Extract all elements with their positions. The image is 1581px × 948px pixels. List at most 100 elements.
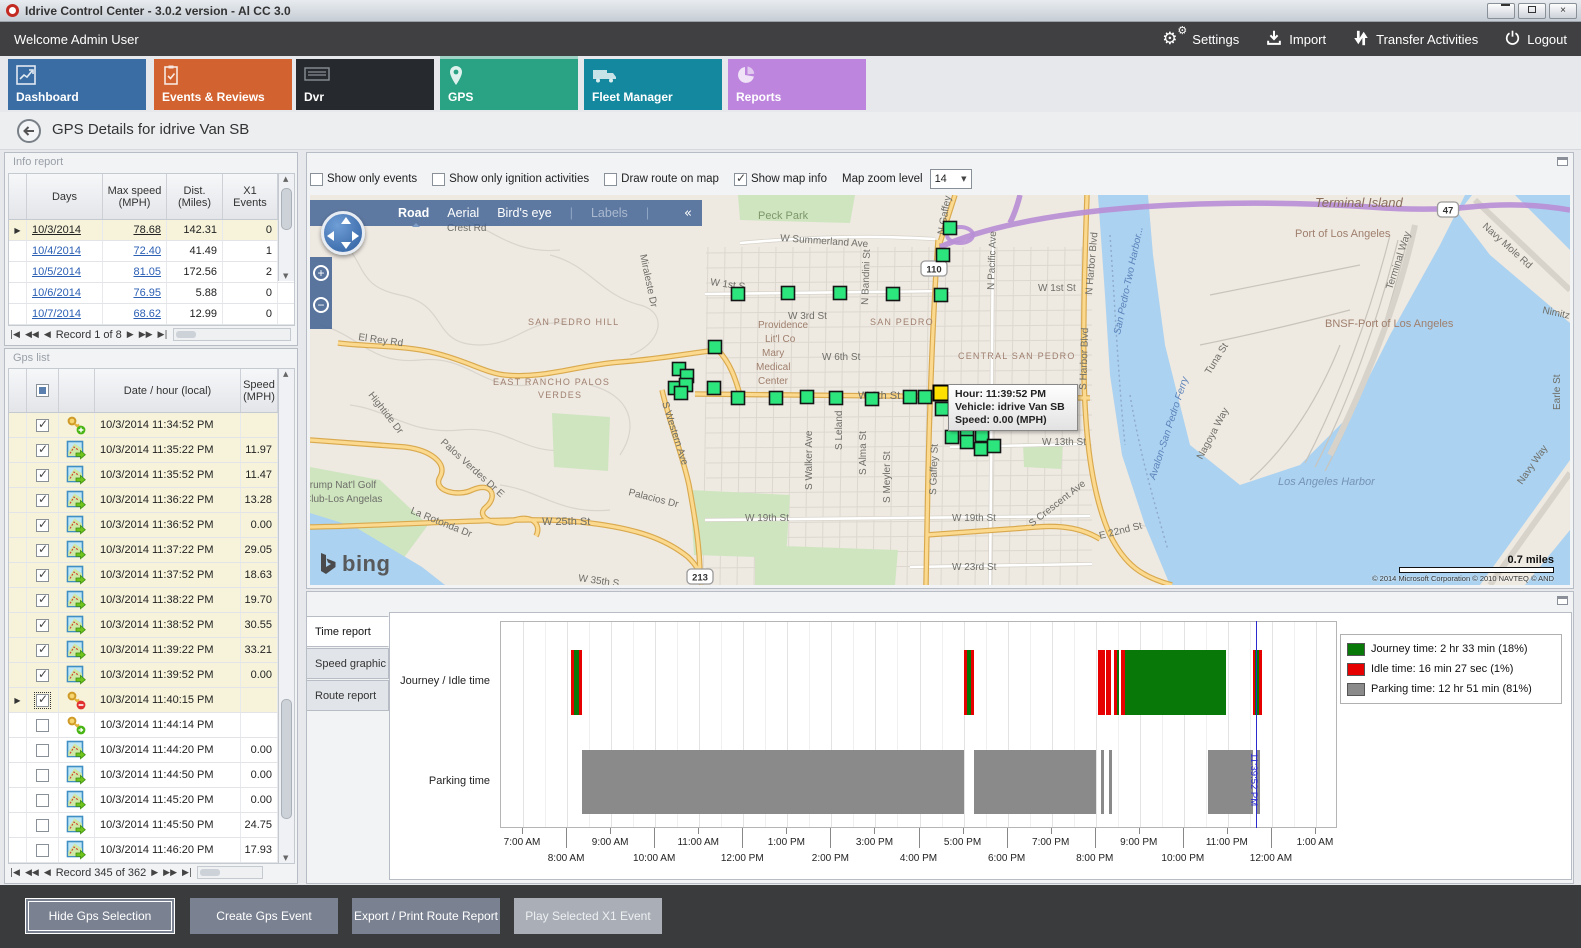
tab-time-report[interactable]: Time report — [306, 616, 389, 647]
gps-marker[interactable] — [707, 339, 723, 355]
col-datetime[interactable]: Date / hour (local) — [95, 369, 241, 412]
max-speed-link[interactable]: 81.05 — [133, 266, 161, 278]
gps-list-row[interactable]: 10/3/2014 11:36:52 PM0.00 — [9, 513, 294, 538]
gps-row-checkbox[interactable] — [36, 718, 49, 732]
gps-marker[interactable] — [933, 287, 949, 303]
tab-fleet-manager[interactable]: Fleet Manager — [584, 59, 722, 110]
gps-list-row[interactable]: 10/3/2014 11:44:20 PM 0.00 — [9, 738, 294, 763]
tab-route-report[interactable]: Route report — [306, 680, 389, 711]
gps-marker[interactable] — [768, 390, 784, 406]
select-all-checkbox[interactable] — [36, 384, 49, 397]
gps-list-row[interactable]: 10/3/2014 11:45:50 PM 24.75 — [9, 813, 294, 838]
opt-draw-route[interactable]: Draw route on map — [604, 172, 719, 186]
map-nav-aerial[interactable]: Aerial — [447, 206, 480, 220]
map-restore-icon[interactable] — [1557, 157, 1568, 166]
gps-marker[interactable] — [673, 385, 689, 401]
gps-row-checkbox[interactable] — [36, 517, 49, 532]
gps-marker[interactable] — [730, 286, 746, 302]
gps-marker[interactable] — [935, 247, 951, 263]
gps-row-checkbox[interactable] — [36, 417, 49, 432]
tab-dvr[interactable]: Dvr — [296, 59, 434, 110]
gps-list-row[interactable]: 10/3/2014 11:44:14 PM — [9, 713, 294, 738]
gps-marker[interactable] — [832, 285, 848, 301]
tab-speed-graphic[interactable]: Speed graphic — [306, 648, 389, 679]
gps-list-row[interactable]: 10/3/2014 11:46:20 PM 17.93 — [9, 838, 294, 863]
minimize-button[interactable] — [1487, 3, 1515, 19]
info-report-row[interactable]: 10/4/2014 72.40 41.49 1 — [9, 241, 294, 262]
info-report-row[interactable]: 10/5/2014 81.05 172.56 2 — [9, 262, 294, 283]
gps-row-checkbox[interactable] — [36, 567, 49, 582]
map-nav-labels[interactable]: Labels — [590, 206, 628, 220]
tab-gps[interactable]: GPS — [440, 56, 578, 110]
gps-list-row[interactable]: ▶10/3/2014 11:40:15 PM — [9, 688, 294, 713]
opt-show-only-events[interactable]: Show only events — [310, 172, 417, 186]
back-button[interactable] — [16, 118, 42, 144]
gps-list-row[interactable]: 10/3/2014 11:44:50 PM 0.00 — [9, 763, 294, 788]
gps-row-checkbox[interactable] — [36, 467, 49, 482]
gps-marker[interactable] — [799, 389, 815, 405]
info-hscrollbar[interactable] — [172, 328, 291, 341]
map-zoom-dropdown[interactable]: 14 ▼ — [929, 169, 972, 189]
gps-row-checkbox[interactable] — [36, 667, 49, 682]
opt-show-map-info[interactable]: Show map info — [733, 171, 827, 186]
gps-marker[interactable] — [934, 401, 950, 417]
gps-row-checkbox[interactable] — [34, 691, 51, 709]
col-speed[interactable]: Speed (MPH) — [241, 369, 278, 412]
gps-marker[interactable] — [828, 390, 844, 406]
max-speed-link[interactable]: 76.95 — [133, 287, 161, 299]
day-link[interactable]: 10/5/2014 — [32, 266, 81, 278]
play-selected-x1-event-button[interactable]: Play Selected X1 Event — [514, 898, 662, 934]
gps-hscrollbar[interactable] — [196, 866, 263, 879]
create-gps-event-button[interactable]: Create Gps Event — [190, 898, 338, 934]
col-dist[interactable]: Dist. (Miles) — [167, 174, 223, 219]
gps-marker[interactable] — [780, 285, 796, 301]
gps-row-checkbox[interactable] — [36, 743, 49, 757]
gps-row-checkbox[interactable] — [36, 592, 49, 607]
gps-list-row[interactable]: 10/3/2014 11:45:20 PM 0.00 — [9, 788, 294, 813]
gps-marker[interactable] — [902, 389, 918, 405]
max-speed-link[interactable]: 68.62 — [133, 308, 161, 320]
gps-row-checkbox[interactable] — [36, 492, 49, 507]
gps-marker[interactable] — [973, 441, 989, 457]
gps-row-checkbox[interactable] — [36, 617, 49, 632]
tab-reports[interactable]: Reports — [728, 59, 866, 110]
logout-button[interactable]: Logout — [1504, 29, 1567, 49]
tab-dashboard[interactable]: Dashboard — [8, 59, 146, 110]
info-report-row[interactable]: 10/7/2014 68.62 12.99 0 — [9, 304, 294, 325]
gps-list-row[interactable]: 10/3/2014 11:39:52 PM0.00 — [9, 663, 294, 688]
chart-restore-icon[interactable] — [1557, 596, 1568, 605]
gps-row-checkbox[interactable] — [36, 542, 49, 557]
map[interactable]: Crest Rd Miraleste Dr SAN PEDRO HILL EAST R… — [310, 195, 1570, 585]
info-scrollbar[interactable]: ▲ ▼ — [278, 174, 294, 281]
day-link[interactable]: 10/3/2014 — [32, 224, 81, 236]
opt-show-only-ignition[interactable]: Show only ignition activities — [432, 172, 589, 186]
map-pan-control[interactable] — [321, 211, 365, 255]
map-zoom-in-button[interactable]: + — [313, 265, 329, 281]
import-button[interactable]: Import — [1265, 29, 1326, 50]
gps-row-checkbox[interactable] — [36, 793, 49, 807]
gps-marker[interactable] — [917, 389, 933, 405]
gps-marker[interactable] — [730, 390, 746, 406]
export-print-route-report-button[interactable]: Export / Print Route Report — [352, 898, 500, 934]
select-all-cell[interactable] — [27, 369, 59, 412]
info-report-row[interactable]: ▶ 10/3/2014 78.68 142.31 0 — [9, 220, 294, 241]
day-link[interactable]: 10/7/2014 — [32, 308, 81, 320]
col-max-speed[interactable]: Max speed (MPH) — [103, 174, 167, 219]
transfer-activities-button[interactable]: Transfer Activities — [1352, 29, 1478, 50]
day-link[interactable]: 10/4/2014 — [32, 245, 81, 257]
close-button[interactable]: × — [1549, 3, 1577, 19]
show-only-ignition-checkbox[interactable] — [432, 172, 446, 186]
gps-row-checkbox[interactable] — [36, 642, 49, 657]
info-report-pager[interactable]: |◀ ◀◀ ◀ Record 1 of 8 ▶ ▶▶ ▶| — [10, 328, 291, 341]
max-speed-link[interactable]: 72.40 — [133, 245, 161, 257]
tab-events-reviews[interactable]: Events & Reviews — [154, 59, 292, 110]
gps-row-checkbox[interactable] — [36, 442, 49, 457]
map-zoom-out-button[interactable]: − — [313, 297, 329, 313]
col-days[interactable]: Days — [27, 174, 103, 219]
gps-marker[interactable] — [885, 286, 901, 302]
